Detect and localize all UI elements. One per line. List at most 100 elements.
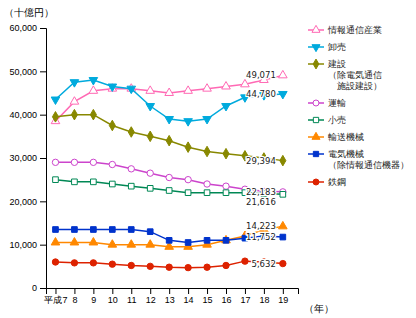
point — [185, 264, 191, 270]
point — [70, 97, 79, 104]
tick: 60,000 — [9, 23, 46, 33]
point — [166, 238, 172, 244]
legend-label-line: 建設 — [327, 59, 346, 69]
tick: 10,000 — [9, 240, 46, 250]
point — [222, 104, 231, 111]
point — [71, 260, 77, 266]
point — [204, 238, 210, 244]
point — [204, 190, 210, 196]
point — [51, 97, 60, 104]
point — [204, 146, 210, 157]
tick-label: 10,000 — [9, 240, 37, 250]
tick-mark — [131, 288, 132, 294]
tick-mark — [40, 201, 46, 202]
tick-mark — [226, 288, 227, 294]
point — [53, 177, 59, 183]
point — [108, 84, 117, 91]
point — [185, 190, 191, 196]
point — [166, 174, 172, 180]
legend-item: 運輸 — [308, 98, 346, 108]
point — [185, 142, 191, 153]
legend-label-line: 小売 — [328, 115, 346, 125]
point — [165, 88, 174, 95]
tick-mark — [40, 115, 46, 116]
point — [184, 119, 193, 126]
tick-label: 30,000 — [9, 153, 37, 163]
point — [109, 227, 115, 233]
tick-label: 8 — [72, 295, 77, 305]
point — [222, 82, 231, 89]
legend-label: 情報通信産業 — [327, 25, 382, 35]
legend-label: 運輸 — [328, 98, 346, 108]
point — [280, 234, 286, 240]
point — [51, 238, 60, 245]
y-axis: 010,00020,00030,00040,00050,00060,000 — [9, 23, 46, 293]
legend-label-line: （除電気通信 — [328, 70, 382, 80]
legend-marker — [312, 25, 320, 32]
legend-label: 電気機械（除情報通信機器） — [328, 149, 409, 170]
tick: 50,000 — [9, 67, 46, 77]
tick: 10 — [108, 288, 118, 305]
point — [128, 127, 134, 138]
axis-line — [40, 29, 47, 289]
legend-label: 鉄鋼 — [328, 177, 346, 187]
annotation: 22,183 — [246, 187, 276, 197]
series — [51, 70, 287, 123]
point — [242, 258, 248, 264]
point — [280, 260, 286, 266]
legend-item: 小売 — [308, 115, 346, 125]
point — [185, 240, 191, 246]
tick: 40,000 — [9, 110, 46, 120]
point — [89, 86, 98, 93]
point — [90, 109, 96, 120]
tick-mark — [40, 245, 46, 246]
tick-label: 14 — [184, 295, 194, 305]
annotation: 49,071 — [246, 70, 276, 80]
tick-label: 12 — [146, 295, 156, 305]
annotation: 44,780 — [246, 89, 276, 99]
point — [280, 155, 286, 166]
tick: 14 — [184, 288, 194, 305]
tick: 16 — [221, 288, 231, 305]
annotation: 29,394 — [246, 156, 276, 166]
point — [108, 240, 117, 247]
marks — [51, 70, 287, 270]
point — [146, 240, 155, 247]
legend-marker — [313, 117, 318, 122]
point — [147, 131, 153, 142]
tick-label: 19 — [278, 295, 288, 305]
point — [147, 229, 153, 235]
point — [223, 238, 229, 244]
point — [146, 104, 155, 111]
tick-label: 9 — [91, 295, 96, 305]
point — [52, 159, 58, 165]
axis-line — [47, 289, 299, 295]
series — [51, 78, 287, 127]
legend-item: 卸売 — [308, 42, 346, 52]
tick-mark — [74, 288, 75, 294]
point — [128, 227, 134, 233]
tick-mark — [40, 158, 46, 159]
legend-item: 鉄鋼 — [308, 177, 346, 187]
point — [223, 183, 229, 189]
tick-label: 40,000 — [9, 110, 37, 120]
point — [90, 260, 96, 266]
tick-label: 20,000 — [9, 197, 37, 207]
point — [72, 179, 78, 185]
tick: 30,000 — [9, 153, 46, 163]
legend-label: 輸送機械 — [328, 132, 364, 142]
point — [166, 188, 172, 194]
legend-label-line: 施設建設） — [328, 81, 382, 91]
tick-mark — [40, 71, 46, 72]
legend-label-line: 情報通信産業 — [327, 25, 382, 35]
point — [146, 86, 155, 93]
tick-mark — [264, 288, 265, 294]
tick: 17 — [240, 288, 250, 305]
point — [223, 262, 229, 268]
tick-label: 50,000 — [9, 67, 37, 77]
legend-marker — [312, 132, 320, 139]
annotation: 21,616 — [246, 197, 276, 207]
legend-marker — [312, 45, 320, 52]
tick: 15 — [203, 288, 213, 305]
point — [127, 240, 136, 247]
